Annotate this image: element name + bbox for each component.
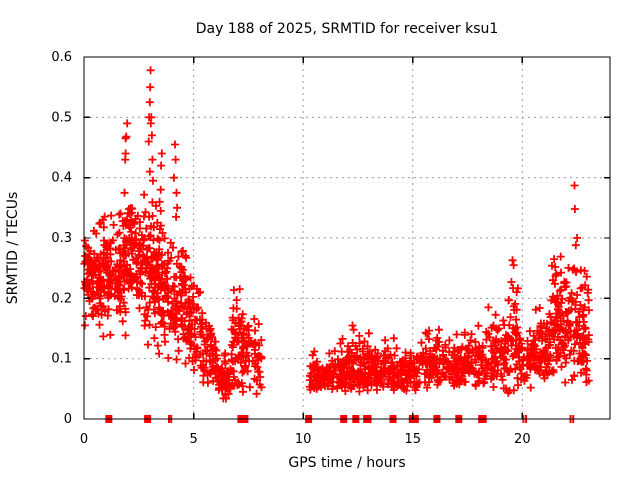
scatter-points — [80, 66, 593, 403]
scatter-layer — [80, 66, 593, 423]
y-tick-label: 0.6 — [51, 50, 72, 65]
x-axis-label: GPS time / hours — [288, 455, 405, 471]
x-tick-label: 5 — [189, 432, 197, 447]
y-tick-label: 0.3 — [51, 231, 72, 246]
x-tick-label: 10 — [295, 432, 312, 447]
y-tick-label: 0.2 — [51, 291, 72, 306]
x-tick-label: 20 — [514, 432, 531, 447]
chart-title: Day 188 of 2025, SRMTID for receiver ksu… — [196, 21, 499, 37]
y-tick-label: 0.5 — [51, 110, 72, 125]
y-tick-label: 0.4 — [51, 171, 72, 186]
x-tick-label: 0 — [80, 432, 88, 447]
axes-layer: 0 5 10 15 20 0 0.1 0.2 0.3 0.4 0.5 0.6 — [51, 50, 611, 447]
x-tick-label: 15 — [404, 432, 421, 447]
y-tick-label: 0 — [64, 412, 72, 427]
y-tick-label: 0.1 — [51, 352, 72, 367]
y-axis-label: SRMTID / TECUs — [5, 192, 21, 305]
